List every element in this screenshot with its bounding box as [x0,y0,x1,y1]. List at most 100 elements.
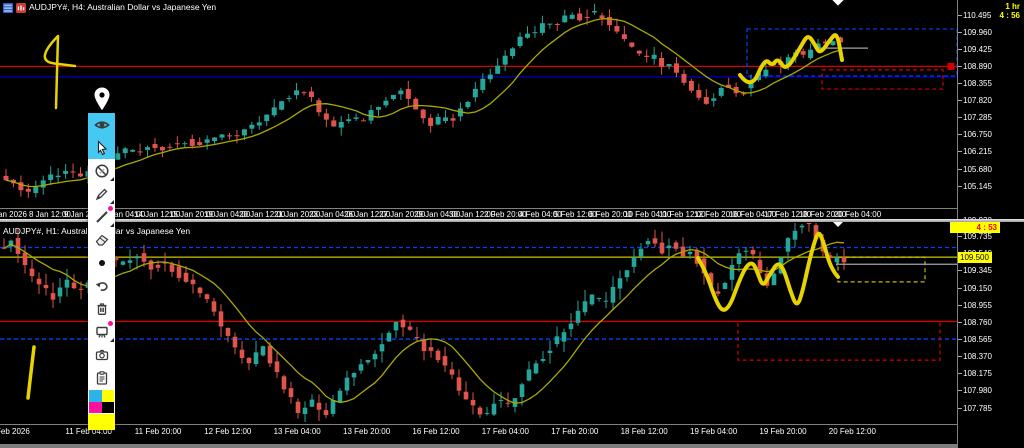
candle [379,344,385,352]
palette-swatch[interactable] [89,401,102,413]
time-axis-label: 27 Jan 20:00 [379,210,426,219]
price-axis-label: 109.960 [958,27,992,37]
candle [554,336,560,345]
tool-eraser[interactable] [88,228,115,251]
time-axis-label: 17 Feb 04:00 [481,427,529,436]
candle [301,92,307,94]
tool-hide-show[interactable] [88,113,115,136]
candle [748,82,754,89]
candle [823,41,828,44]
time-axis-label: Jan 2026 [0,210,27,219]
candle [234,135,240,137]
tool-size-dot[interactable] [88,251,115,274]
tool-cursor[interactable] [88,136,115,159]
candle [837,37,843,43]
palette-swatch[interactable] [101,390,114,402]
time-axis-label: 19 Feb 20:00 [759,427,807,436]
tool-pen[interactable] [88,182,115,205]
candle [85,282,91,288]
flyout-arrow-icon [110,200,114,204]
candle [176,266,182,278]
candle [3,175,9,181]
chart-h4-title: AUDJPY#, H4: Australian Dollar vs Japane… [29,2,217,12]
candle [212,137,218,142]
chart-h1-plot[interactable] [0,222,958,424]
candle [274,361,280,373]
time-axis-label: Feb 2026 [0,427,30,436]
bars-chart-icon[interactable] [3,2,13,13]
time-axis-label: 13 Feb 20:00 [343,427,391,436]
candle [834,257,840,263]
time-axis-border-h4 [0,208,1024,209]
candle [57,287,63,297]
candle [757,260,763,274]
time-axis-label: 18 Feb 12:00 [620,427,668,436]
time-axis-label: 29 Jan 04:00 [414,210,461,219]
candle [127,260,133,263]
candle [519,384,525,397]
candle [470,399,476,406]
candle [577,13,583,21]
tool-screenshot[interactable] [88,343,115,366]
tool-line[interactable] [88,205,115,228]
candle [376,107,381,110]
candle [64,279,70,288]
candle [480,78,486,90]
candle [8,240,14,247]
candle [711,98,717,101]
candle [331,120,337,127]
palette-swatch[interactable] [89,390,102,402]
candle [368,110,374,121]
candle [130,149,136,152]
candle [211,301,217,312]
candle [232,336,238,348]
candle-countdown-h4: 1 hr 4 : 56 [999,2,1020,20]
tool-clipboard[interactable] [88,366,115,389]
candle [316,402,322,410]
time-axis-label: 8 Jan 12:00 [29,210,71,219]
candle [40,180,46,188]
candle [498,400,504,402]
time-axis-label: 11 Feb 20:00 [134,427,182,436]
pen-toolbar-handle[interactable] [92,86,112,112]
current-color-swatch[interactable] [88,414,115,430]
candle [621,34,627,39]
flyout-arrow-icon [110,223,114,227]
candle [701,258,707,274]
candle [827,255,833,259]
candle [688,80,694,91]
candle [25,188,31,192]
candle [614,26,620,32]
clipboard-icon [96,370,107,385]
candle [71,282,77,289]
time-axis-h1[interactable]: Feb 2026 11 Feb 04:00 11 Feb 20:00 12 Feb 1… [0,425,1024,439]
chart-h4-plot[interactable] [0,0,958,208]
candle [659,57,665,67]
candle [286,98,292,100]
candle [351,373,357,378]
candle-chart-icon[interactable] [16,2,26,13]
candle [815,43,821,48]
candle [405,88,411,99]
tool-undo[interactable] [88,274,115,297]
candle [547,350,553,354]
price-axis-label: 108.760 [958,317,992,327]
tool-whiteboard[interactable] [88,320,115,343]
candle [204,139,210,143]
candle [323,410,329,416]
time-axis-label: 30 Jan 12:00 [449,210,496,219]
tool-clear[interactable] [88,297,115,320]
candle [517,36,523,47]
candle [505,402,511,404]
candle [726,84,732,88]
time-axis-label: 18 Feb 20:00 [799,210,847,219]
tool-no-draw[interactable] [88,159,115,182]
palette-swatch[interactable] [101,401,114,413]
candle [502,55,508,65]
time-axis-label: 15 Jan 20:00 [169,210,216,219]
candle [584,16,590,18]
price-axis-highlight-tag: 109.500 [958,252,992,264]
chart-splitter[interactable] [0,219,1024,222]
candle [43,284,49,289]
